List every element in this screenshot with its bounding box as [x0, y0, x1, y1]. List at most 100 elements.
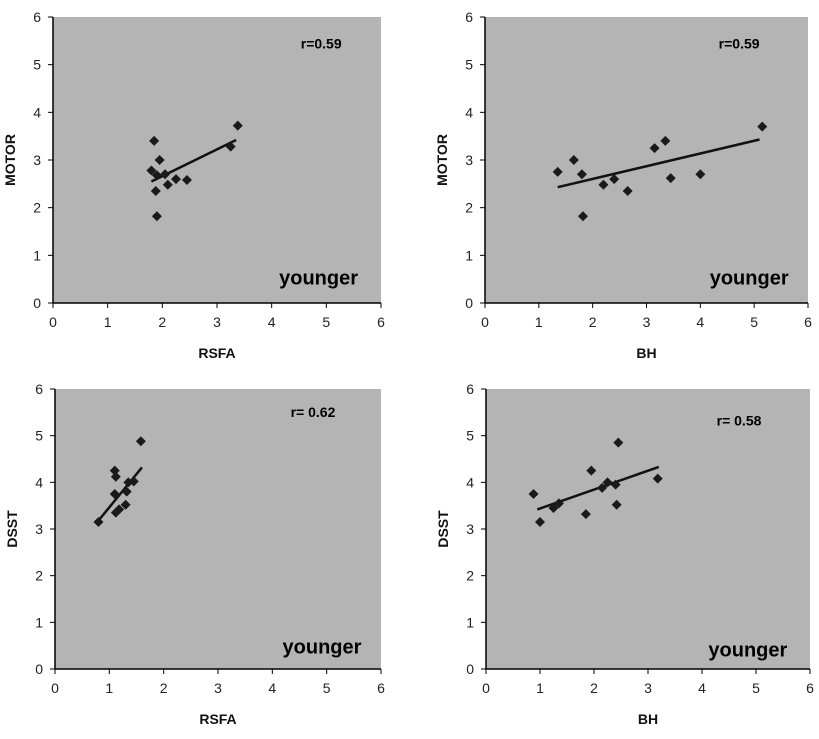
y-tick-label: 4: [35, 474, 43, 490]
data-point: [660, 135, 671, 146]
y-tick-label: 5: [35, 428, 43, 444]
x-axis-title: RSFA: [198, 345, 235, 361]
y-tick-label: 5: [466, 428, 474, 444]
y-tick-label: 0: [465, 295, 473, 311]
data-point: [232, 120, 243, 131]
x-tick-label: 6: [377, 680, 385, 696]
y-axis-title: MOTOR: [2, 134, 18, 186]
y-tick-label: 0: [33, 295, 41, 311]
x-tick-label: 2: [160, 680, 168, 696]
data-point: [535, 517, 545, 527]
x-axis-title: RSFA: [199, 711, 236, 727]
data-point: [652, 473, 663, 484]
plot-area: [485, 17, 808, 303]
x-tick-label: 4: [268, 680, 276, 696]
x-tick-label: 6: [377, 314, 385, 330]
y-tick-label: 2: [465, 200, 473, 216]
x-tick-label: 5: [750, 314, 758, 330]
y-axis-title: DSST: [435, 510, 451, 548]
x-tick-label: 3: [643, 314, 651, 330]
data-point: [128, 476, 139, 487]
data-point: [695, 169, 706, 180]
data-point: [568, 155, 579, 165]
y-tick-label: 2: [35, 568, 43, 584]
data-point: [154, 155, 165, 165]
y-tick-label: 0: [466, 661, 474, 677]
data-point: [602, 477, 613, 488]
data-point: [121, 486, 132, 497]
data-point: [120, 499, 131, 510]
y-tick-label: 1: [465, 247, 473, 263]
trendline: [557, 138, 760, 189]
data-point: [757, 121, 768, 132]
data-point: [225, 141, 236, 152]
data-point: [622, 185, 633, 196]
x-tick-label: 1: [536, 680, 544, 696]
trendline: [97, 466, 143, 522]
data-point: [586, 465, 597, 476]
correlation-annotation: r=0.59: [719, 35, 760, 51]
y-tick-label: 4: [466, 474, 474, 490]
data-point: [93, 517, 104, 527]
x-axis-title: BH: [636, 345, 656, 361]
x-tick-label: 0: [51, 680, 59, 696]
x-tick-label: 1: [104, 314, 112, 330]
data-point: [110, 471, 121, 482]
group-label: younger: [708, 639, 787, 661]
y-tick-label: 2: [33, 200, 41, 216]
data-point: [553, 498, 564, 509]
x-tick-label: 0: [482, 680, 490, 696]
y-tick-label: 3: [465, 152, 473, 168]
y-tick-label: 3: [466, 521, 474, 537]
y-tick-label: 4: [465, 104, 473, 120]
chart-panel-2: 0 1 2 3 4 5 6 0 1 2 3 4 5 6 BH MOTOR r=0.59 younger: [434, 9, 812, 361]
x-tick-label: 2: [589, 314, 597, 330]
data-point: [162, 179, 173, 190]
correlation-annotation: r= 0.58: [717, 412, 762, 428]
group-label: younger: [283, 637, 362, 659]
y-tick-label: 0: [35, 661, 43, 677]
x-tick-label: 0: [49, 314, 57, 330]
data-point: [171, 174, 181, 185]
data-point: [135, 436, 146, 447]
x-tick-label: 4: [268, 314, 276, 330]
y-tick-label: 6: [466, 381, 474, 397]
y-tick-label: 5: [33, 57, 41, 73]
x-tick-label: 5: [323, 680, 331, 696]
chart-panel-1: 0 1 2 3 4 5 6 0 1 2 3 4 5 6 RSFA MOTOR r=0.59 younger: [2, 9, 385, 361]
plot-area: [55, 389, 381, 669]
data-point: [149, 135, 160, 146]
group-label: younger: [279, 267, 358, 289]
data-point: [181, 175, 192, 186]
data-point: [580, 509, 591, 520]
data-point: [576, 169, 587, 180]
data-point: [609, 174, 620, 185]
y-tick-label: 6: [33, 9, 41, 25]
x-tick-label: 3: [214, 680, 222, 696]
y-tick-label: 3: [33, 152, 41, 168]
y-tick-label: 4: [33, 104, 41, 120]
data-point: [151, 211, 162, 222]
data-point: [610, 479, 621, 490]
data-point: [160, 169, 171, 180]
x-axis-title: BH: [638, 711, 658, 727]
x-tick-label: 2: [158, 314, 166, 330]
x-tick-label: 5: [322, 314, 330, 330]
chart-panel-3: 0 1 2 3 4 5 6 0 1 2 3 4 5 6 RSFA DSST r= 0.62 younger: [4, 381, 385, 727]
group-label: younger: [710, 267, 789, 289]
y-axis-title: MOTOR: [434, 134, 450, 186]
y-tick-label: 1: [33, 247, 41, 263]
y-tick-label: 1: [466, 614, 474, 630]
correlation-annotation: r= 0.62: [291, 404, 336, 420]
data-point: [150, 185, 161, 196]
y-tick-label: 1: [35, 614, 43, 630]
chart-panel-4: 0 1 2 3 4 5 6 0 1 2 3 4 5 6 BH DSST r= 0.58 younger: [435, 381, 814, 727]
data-point: [611, 499, 622, 510]
x-tick-label: 3: [644, 680, 652, 696]
x-tick-label: 6: [806, 680, 814, 696]
data-point: [665, 173, 676, 184]
y-tick-label: 6: [465, 9, 473, 25]
data-point: [649, 143, 660, 154]
y-tick-label: 6: [35, 381, 43, 397]
